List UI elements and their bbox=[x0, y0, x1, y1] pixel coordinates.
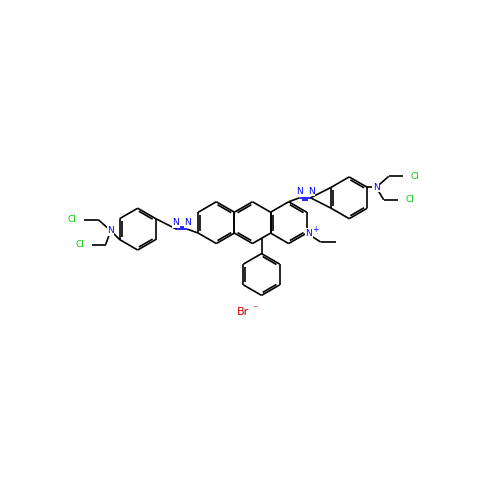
Text: N: N bbox=[172, 218, 179, 227]
Text: N: N bbox=[306, 228, 312, 237]
Text: N: N bbox=[108, 226, 114, 235]
Text: +: + bbox=[312, 224, 318, 234]
Text: ⁻: ⁻ bbox=[252, 304, 258, 314]
Text: Cl: Cl bbox=[405, 196, 414, 204]
Text: N: N bbox=[308, 187, 314, 196]
Text: N: N bbox=[373, 183, 380, 192]
Text: Cl: Cl bbox=[76, 240, 84, 249]
Text: N: N bbox=[184, 218, 191, 227]
Text: Cl: Cl bbox=[68, 215, 77, 224]
Text: Br: Br bbox=[236, 307, 248, 317]
Text: N: N bbox=[296, 187, 302, 196]
Text: Cl: Cl bbox=[410, 172, 419, 181]
